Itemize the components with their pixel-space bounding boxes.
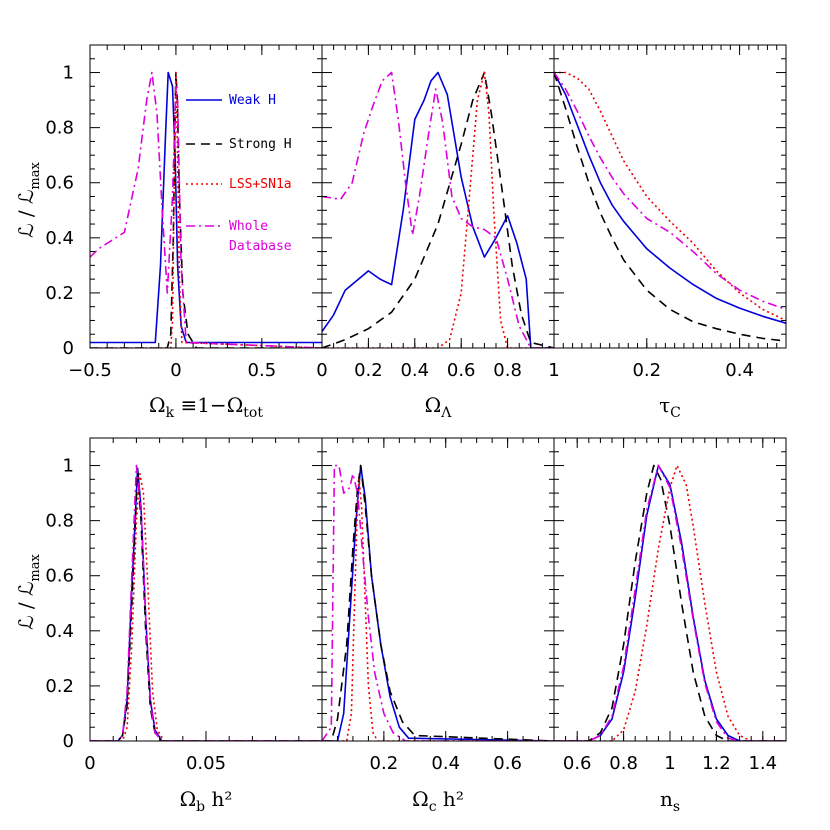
x-tick-label: 0.6 bbox=[493, 753, 522, 774]
series-line-lss_sn1a bbox=[90, 473, 322, 741]
x-tick-label: 0 bbox=[84, 753, 95, 774]
series-line-strong_h bbox=[322, 71, 554, 348]
x-axis-title-4: Ωc h² bbox=[412, 787, 464, 815]
legend-label-whole_db-line2: Database bbox=[229, 239, 292, 254]
series-line-whole_db bbox=[90, 71, 322, 348]
x-axis-title-5: ns bbox=[660, 787, 680, 815]
y-axis-title-top: ℒ / ℒmax bbox=[14, 162, 43, 238]
x-tick-label: 0 bbox=[316, 360, 327, 381]
y-tick-label: 0.4 bbox=[45, 621, 74, 642]
series-line-weak_h bbox=[554, 464, 786, 741]
x-tick-label: 0.8 bbox=[493, 360, 522, 381]
y-tick-label: 0.4 bbox=[45, 228, 74, 249]
y-tick-label: 0.6 bbox=[45, 566, 74, 587]
x-tick-label: 0.4 bbox=[431, 753, 460, 774]
y-tick-label: 0 bbox=[63, 338, 74, 359]
y-tick-label: 0.6 bbox=[45, 173, 74, 194]
panel-2: 0.2 0.4 τC bbox=[553, 44, 787, 421]
x-axis-title-3: Ωb h² bbox=[180, 787, 233, 815]
series-line-strong_h bbox=[90, 71, 322, 348]
panel-0-curves bbox=[90, 71, 322, 348]
panel-5-curves bbox=[554, 464, 786, 741]
x-tick-label: 0.5 bbox=[248, 360, 277, 381]
y-axis-title-top-sub: max bbox=[28, 162, 43, 190]
series-line-strong_h bbox=[554, 464, 786, 741]
y-axis-title-bottom-main: ℒ / ℒ bbox=[14, 582, 38, 630]
series-line-lss_sn1a bbox=[90, 71, 322, 348]
x-tick-label: 0.2 bbox=[354, 360, 383, 381]
series-line-weak_h bbox=[554, 72, 786, 324]
legend-label-lss_sn1a: LSS+SN1a bbox=[229, 177, 292, 192]
series-line-lss_sn1a bbox=[322, 71, 554, 348]
series-line-weak_h bbox=[90, 467, 322, 741]
y-tick-label: 0.2 bbox=[45, 283, 74, 304]
legend: Weak H Strong H LSS+SN1a Whole Database bbox=[186, 93, 292, 254]
series-line-weak_h bbox=[90, 71, 322, 344]
x-axis-title-1: ΩΛ bbox=[425, 393, 453, 421]
x-tick-label: 0.4 bbox=[400, 360, 429, 381]
panel-3: 0 0.05 0 0.2 0.4 0.6 0.8 1 Ωb h² bbox=[45, 437, 323, 815]
x-tick-label: 0.6 bbox=[563, 753, 592, 774]
y-tick-label: 0.8 bbox=[45, 118, 74, 139]
series-line-whole_db bbox=[554, 464, 786, 741]
x-tick-label: −0.5 bbox=[68, 360, 112, 381]
x-tick-label: 1.2 bbox=[702, 753, 731, 774]
x-tick-label: 0.05 bbox=[186, 753, 226, 774]
series-line-whole_db bbox=[322, 464, 554, 741]
x-tick-label: 0.4 bbox=[725, 360, 754, 381]
y-axis-title-bottom-sub: max bbox=[28, 554, 43, 582]
panel-4: 0.2 0.4 0.6 Ωc h² bbox=[321, 437, 555, 815]
series-line-lss_sn1a bbox=[554, 464, 786, 741]
y-axis-title-top-main: ℒ / ℒ bbox=[14, 190, 38, 238]
x-axis-title-2: τC bbox=[659, 393, 681, 421]
x-tick-label: 0.2 bbox=[632, 360, 661, 381]
y-tick-label: 0.8 bbox=[45, 511, 74, 532]
legend-label-weak_h: Weak H bbox=[229, 93, 276, 108]
x-tick-label: 1 bbox=[664, 753, 675, 774]
panel-1: 0 0.2 0.4 0.6 0.8 1 ΩΛ bbox=[316, 44, 560, 421]
panel-1-curves bbox=[322, 71, 554, 348]
panel-4-frame bbox=[321, 437, 555, 742]
y-tick-label: 0.2 bbox=[45, 676, 74, 697]
panel-2-curves bbox=[554, 71, 786, 342]
series-line-weak_h bbox=[322, 464, 554, 741]
x-tick-label: 0.8 bbox=[609, 753, 638, 774]
panel-3-frame bbox=[89, 437, 323, 742]
y-tick-label: 1 bbox=[63, 63, 74, 84]
panel-0-frame bbox=[89, 44, 323, 349]
series-line-lss_sn1a bbox=[322, 478, 554, 741]
panel-5: 0.6 0.8 1 1.2 1.4 ns bbox=[553, 437, 787, 815]
series-line-strong_h bbox=[322, 464, 554, 741]
series-line-whole_db bbox=[322, 71, 554, 348]
x-tick-label: 1.4 bbox=[748, 753, 777, 774]
series-line-whole_db bbox=[90, 464, 322, 741]
y-tick-label: 0 bbox=[63, 731, 74, 752]
x-tick-label: 1 bbox=[548, 360, 559, 381]
series-line-lss_sn1a bbox=[554, 71, 786, 322]
y-tick-label: 1 bbox=[63, 456, 74, 477]
panel-4-curves bbox=[322, 464, 554, 741]
x-axis-title-0: Ωk ≡1−Ωtot bbox=[149, 393, 263, 421]
series-line-whole_db bbox=[554, 72, 786, 311]
legend-label-whole_db: Whole bbox=[229, 219, 268, 234]
panel-3-curves bbox=[90, 464, 322, 741]
x-tick-label: 0.6 bbox=[447, 360, 476, 381]
x-tick-label: 0.2 bbox=[370, 753, 399, 774]
y-axis-title-bottom: ℒ / ℒmax bbox=[14, 554, 43, 630]
series-line-weak_h bbox=[322, 71, 554, 348]
x-tick-label: 0 bbox=[170, 360, 181, 381]
legend-label-strong_h: Strong H bbox=[229, 137, 292, 152]
series-line-strong_h bbox=[90, 470, 322, 741]
